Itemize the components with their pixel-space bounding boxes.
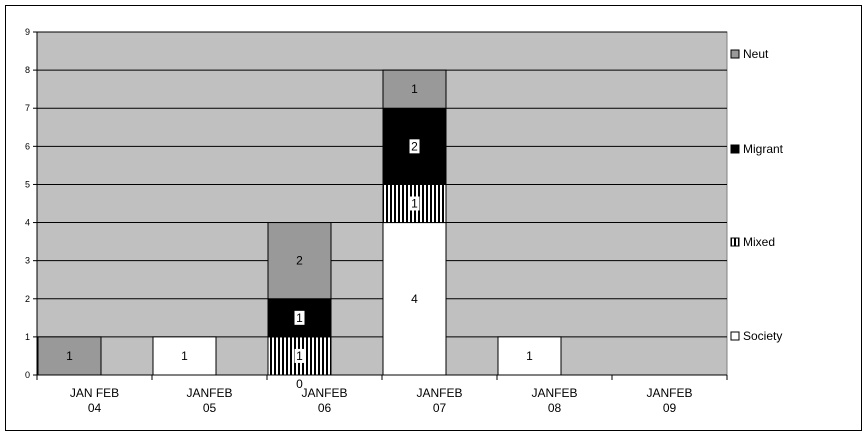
bar-segment-society <box>382 222 447 376</box>
data-label: 2 <box>411 139 418 153</box>
legend-label-neut: Neut <box>743 47 769 61</box>
bar-segment-society <box>152 336 217 376</box>
y-tick-label: 3 <box>25 256 30 266</box>
legend-swatch-society <box>730 331 740 341</box>
legend-label-mixed: Mixed <box>743 235 775 249</box>
data-label-box <box>409 139 420 154</box>
legend-swatch-migrant <box>730 144 740 154</box>
y-tick-label: 7 <box>25 103 30 113</box>
data-label: 2 <box>296 254 303 268</box>
y-tick-label: 0 <box>25 370 30 380</box>
data-label: 1 <box>411 197 418 211</box>
y-tick-label: 1 <box>25 332 30 342</box>
data-label: 1 <box>526 349 533 363</box>
legend-swatch-mixed <box>730 237 740 247</box>
y-tick-label: 6 <box>25 141 30 151</box>
x-tick-label: JANFEB 06 <box>301 386 347 415</box>
x-tick-label: JANFEB 09 <box>646 386 692 415</box>
plot-area: 0 1 2 3 4 5 6 7 8 9 1 1 0 1 1 2 4 1 2 1 1 JAN FEB 04 JANFEB 05 JA… <box>25 27 728 415</box>
x-tick-label: JANFEB 05 <box>186 386 232 415</box>
legend-label-migrant: Migrant <box>743 142 784 156</box>
data-label: 1 <box>296 349 303 363</box>
data-label: 1 <box>66 349 73 363</box>
chart-frame: 0 1 2 3 4 5 6 7 8 9 1 1 0 1 1 2 4 1 2 1 1 JAN FEB 04 JANFEB 05 JA… <box>5 5 862 431</box>
data-label: 1 <box>181 349 188 363</box>
data-label-box <box>409 196 420 211</box>
y-tick-label: 8 <box>25 65 30 75</box>
data-label: 4 <box>411 292 418 306</box>
y-tick-label: 2 <box>25 294 30 304</box>
data-label-box <box>294 348 305 363</box>
data-label: 1 <box>296 311 303 325</box>
x-tick-label: JAN FEB 04 <box>70 386 119 415</box>
x-tick-label: JANFEB 07 <box>416 386 462 415</box>
y-tick-label: 9 <box>25 27 30 37</box>
x-tick-label: JANFEB 08 <box>531 386 577 415</box>
data-label: 0 <box>296 377 303 391</box>
plot-background <box>36 31 728 376</box>
bar-segment-society <box>497 336 562 376</box>
data-label-box <box>294 310 305 325</box>
bar-segment-neut <box>382 69 447 109</box>
data-label: 1 <box>411 82 418 96</box>
legend-label-society: Society <box>743 329 782 343</box>
bar-segment-neut <box>267 222 332 300</box>
bar-segment-neut <box>37 336 102 376</box>
y-tick-label: 4 <box>25 218 30 228</box>
stacked-bar-chart: 0 1 2 3 4 5 6 7 8 9 1 1 0 1 1 2 4 1 2 1 1 JAN FEB 04 JANFEB 05 JA… <box>25 27 784 415</box>
legend: Neut Migrant Mixed Society <box>730 47 784 343</box>
y-tick-label: 5 <box>25 179 30 189</box>
legend-swatch-neut <box>730 49 740 59</box>
